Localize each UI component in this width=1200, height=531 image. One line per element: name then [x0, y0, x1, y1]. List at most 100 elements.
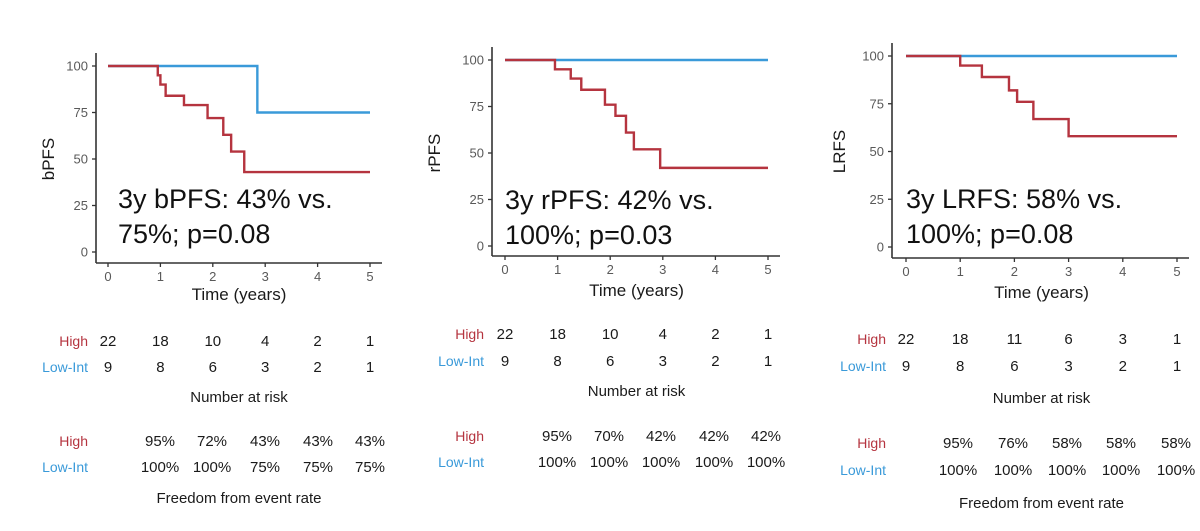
risk-count: 8 — [956, 358, 964, 375]
risk-count: 1 — [366, 333, 374, 350]
risk-count: 1 — [366, 359, 374, 376]
event-rate: 100% — [939, 462, 977, 479]
risk-count: 3 — [1064, 358, 1072, 375]
x-tick-label: 0 — [501, 262, 508, 277]
risk-count: 10 — [602, 326, 619, 343]
risk-row-label: High — [455, 326, 484, 342]
risk-row-label: Low-Int — [840, 358, 886, 374]
event-rate: 100% — [590, 454, 628, 471]
event-rate: 70% — [594, 428, 624, 445]
risk-count: 3 — [659, 353, 667, 370]
annotation-text: 75%; p=0.08 — [118, 219, 270, 249]
event-row-label: Low-Int — [42, 459, 88, 475]
event-row-label: Low-Int — [840, 462, 886, 478]
annotation-text: 100%; p=0.03 — [505, 220, 672, 250]
event-rate: 42% — [751, 428, 781, 445]
event-rate: 72% — [197, 433, 227, 450]
km-panel-bpfs: 0 25 50 75 100 0 1 2 3 4 5 Time (years) bPFS 3y bPFS:… — [39, 53, 385, 507]
risk-count: 9 — [104, 359, 112, 376]
annotation-text: 100%; p=0.08 — [906, 219, 1073, 249]
risk-count: 11 — [1007, 331, 1023, 348]
event-rate: 100% — [994, 462, 1032, 479]
annotation-text: 3y bPFS: 43% vs. — [118, 184, 333, 214]
y-axis-title: bPFS — [39, 138, 58, 181]
x-tick-label: 1 — [157, 269, 164, 284]
event-rate: 75% — [303, 459, 333, 476]
x-tick-label: 0 — [902, 264, 909, 279]
y-axis-title: LRFS — [830, 130, 849, 173]
y-tick-label: 0 — [81, 245, 88, 260]
event-rate: 100% — [141, 459, 179, 476]
event-rate: 100% — [1102, 462, 1140, 479]
risk-count: 2 — [313, 359, 321, 376]
km-curve-high — [906, 54, 1177, 138]
risk-count: 4 — [261, 333, 269, 350]
risk-row-label: High — [59, 333, 88, 349]
risk-count: 3 — [261, 359, 269, 376]
risk-count: 8 — [553, 353, 561, 370]
event-rate: 100% — [695, 454, 733, 471]
y-tick-label: 50 — [470, 146, 484, 161]
km-curve-high — [505, 58, 768, 170]
risk-count: 2 — [313, 333, 321, 350]
km-curve-low-int — [108, 64, 370, 114]
event-rate: 43% — [303, 433, 333, 450]
x-tick-label: 2 — [209, 269, 216, 284]
event-rate: 100% — [538, 454, 576, 471]
risk-count: 1 — [1173, 358, 1181, 375]
event-rate: 58% — [1052, 435, 1082, 452]
event-row-label: High — [59, 433, 88, 449]
y-tick-label: 0 — [477, 239, 484, 254]
event-rate: 75% — [250, 459, 280, 476]
risk-table-title: Number at risk — [993, 390, 1091, 407]
risk-count: 2 — [711, 326, 719, 343]
risk-count: 3 — [1119, 331, 1127, 348]
y-tick-label: 75 — [74, 105, 88, 120]
x-tick-label: 2 — [1011, 264, 1018, 279]
x-axis-title: Time (years) — [192, 285, 287, 304]
risk-row-label: Low-Int — [438, 353, 484, 369]
event-rate: 100% — [1048, 462, 1086, 479]
event-rate: 42% — [699, 428, 729, 445]
y-tick-label: 25 — [74, 198, 88, 213]
risk-count: 6 — [606, 353, 614, 370]
x-tick-label: 4 — [1119, 264, 1126, 279]
risk-count: 18 — [152, 333, 169, 350]
km-curve-high — [108, 64, 370, 174]
y-tick-label: 50 — [870, 144, 884, 159]
event-rate: 75% — [355, 459, 385, 476]
x-tick-label: 1 — [957, 264, 964, 279]
risk-count: 8 — [156, 359, 164, 376]
risk-count: 1 — [764, 326, 772, 343]
x-axis-title: Time (years) — [994, 283, 1089, 302]
risk-count: 6 — [1064, 331, 1072, 348]
risk-count: 1 — [764, 353, 772, 370]
x-tick-label: 4 — [314, 269, 321, 284]
event-row-label: Low-Int — [438, 454, 484, 470]
x-tick-label: 3 — [659, 262, 666, 277]
risk-count: 9 — [501, 353, 509, 370]
x-tick-label: 2 — [607, 262, 614, 277]
risk-row-label: Low-Int — [42, 359, 88, 375]
event-rate: 43% — [250, 433, 280, 450]
y-tick-label: 0 — [877, 240, 884, 255]
risk-count: 2 — [711, 353, 719, 370]
event-rate: 100% — [747, 454, 785, 471]
event-rate: 58% — [1161, 435, 1191, 452]
risk-count: 18 — [549, 326, 566, 343]
annotation-text: 3y LRFS: 58% vs. — [906, 184, 1122, 214]
risk-count: 4 — [659, 326, 667, 343]
km-panel-rpfs: 0 25 50 75 100 0 1 2 3 4 5 Time (years) rPFS 3y rPFS:… — [425, 47, 785, 471]
x-tick-label: 3 — [262, 269, 269, 284]
risk-row-label: High — [857, 331, 886, 347]
y-tick-label: 100 — [66, 59, 88, 74]
event-row-label: High — [455, 428, 484, 444]
event-table-title: Freedom from event rate — [156, 490, 321, 507]
y-axis-title: rPFS — [425, 134, 444, 173]
event-table-title: Freedom from event rate — [959, 495, 1124, 512]
x-axis-title: Time (years) — [589, 281, 684, 300]
x-tick-label: 0 — [104, 269, 111, 284]
x-tick-label: 3 — [1065, 264, 1072, 279]
event-rate: 43% — [355, 433, 385, 450]
y-tick-label: 50 — [74, 152, 88, 167]
